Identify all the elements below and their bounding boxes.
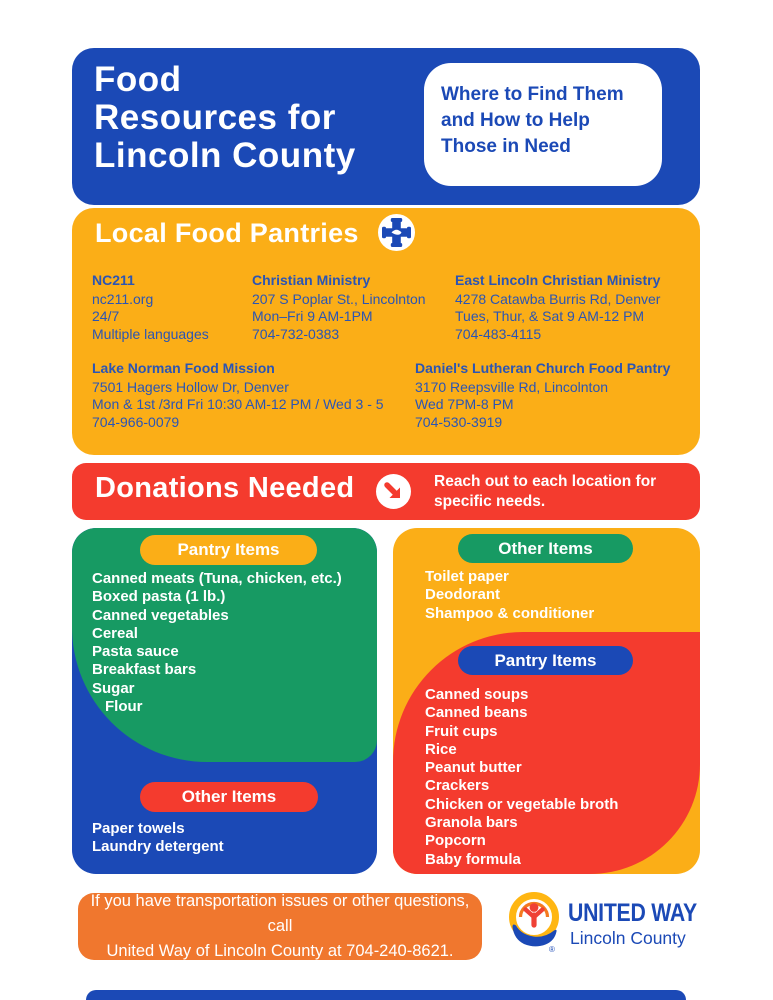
logo-title: UNITED WAY	[568, 899, 697, 927]
header-block: Food Resources for Lincoln County Where to…	[72, 48, 700, 205]
pantry-name: Daniel's Lutheran Church Food Pantry	[415, 360, 671, 376]
registered-mark: ®	[549, 945, 555, 954]
other-items-list: Paper towels Laundry detergent	[92, 820, 224, 857]
page-title: Food Resources for Lincoln County	[94, 61, 356, 175]
pantry-item: Canned vegetables	[92, 606, 229, 624]
donations-banner: Donations Needed Reach out to each locat…	[72, 463, 700, 520]
pantry-items-pill: Pantry Items	[458, 646, 633, 675]
pantry-detail: 3170 Reepsville Rd, Lincolnton	[415, 378, 609, 395]
pantry-items-list: Canned meats (Tuna, chicken, etc.) Boxed …	[92, 570, 342, 716]
section-title: Local Food Pantries	[95, 218, 359, 248]
pantry-detail: Wed 7PM-8 PM	[415, 396, 514, 412]
pantry-detail: Multiple languages	[92, 325, 209, 342]
donations-note: Reach out to each location for specific …	[434, 473, 657, 510]
pantry-card: NC211 nc211.org 24/7 Multiple languages	[92, 272, 209, 343]
pantry-item: Canned beans	[425, 704, 528, 722]
footer-note: If you have transportation issues or oth…	[78, 892, 482, 960]
other-item: Toilet paper	[425, 568, 509, 585]
footer-text-line: If you have transportation issues or oth…	[90, 892, 470, 935]
pantry-detail: 207 S Poplar St., Lincolnton	[252, 290, 426, 307]
other-item: Laundry detergent	[92, 838, 224, 856]
pantry-item: Breakfast bars	[92, 661, 197, 679]
page-title-line: Food	[94, 60, 182, 99]
pantry-item: Rice	[425, 740, 457, 758]
pantry-item: Canned meats (Tuna, chicken, etc.)	[92, 570, 342, 587]
right-donations-panel: Other Items Toilet paper Deodorant Shampoo…	[393, 528, 700, 874]
pantry-card: East Lincoln Christian Ministry 4278 Cat…	[455, 272, 660, 343]
pantry-item: Popcorn	[425, 832, 486, 850]
pantry-name: Lake Norman Food Mission	[92, 360, 275, 376]
pantry-detail: 7501 Hagers Hollow Dr, Denver	[92, 378, 289, 395]
footer-text-line: United Way of Lincoln County at 704-240-…	[106, 942, 454, 960]
pantry-item: Pasta sauce	[92, 643, 179, 661]
pantry-name: NC211	[92, 272, 135, 288]
helping-hands-cross-icon	[378, 214, 415, 251]
pantry-detail: 4278 Catawba Burris Rd, Denver	[455, 290, 661, 307]
other-items-pill: Other Items	[458, 534, 633, 563]
pantry-item: Sugar	[92, 679, 135, 697]
pantry-card: Daniel's Lutheran Church Food Pantry 317…	[415, 360, 670, 431]
other-items-list: Toilet paper Deodorant Shampoo & condition…	[425, 568, 594, 623]
pantry-items-pill: Pantry Items	[140, 535, 317, 565]
page-title-line: Lincoln County	[94, 136, 356, 175]
pantry-item: Chicken or vegetable broth	[425, 795, 619, 813]
pantry-detail: nc211.org	[92, 290, 154, 307]
pantry-card: Christian Ministry 207 S Poplar St., Lin…	[252, 272, 426, 343]
pantry-detail: Mon–Fri 9 AM-1PM	[252, 308, 373, 324]
other-item: Paper towels	[92, 820, 185, 837]
pantry-detail: 704-966-0079	[92, 413, 180, 430]
pantry-detail: 704-483-4115	[455, 325, 542, 342]
callout-text: Where to Find Them and How to Help Those…	[441, 84, 624, 157]
arrow-down-right-icon	[376, 474, 411, 509]
pantry-item: Baby formula	[425, 850, 521, 868]
logo-subtitle: Lincoln County	[570, 928, 686, 948]
pantry-item: Crackers	[425, 777, 490, 795]
pantry-detail: Tues, Thur, & Sat 9 AM-12 PM	[455, 308, 645, 324]
pantry-item: Canned soups	[425, 686, 529, 703]
pantry-detail: 704-732-0383	[252, 325, 340, 342]
pantry-items-list: Canned soups Canned beans Fruit cups Rice Pe…	[425, 686, 618, 869]
donations-title: Donations Needed	[95, 472, 355, 504]
other-item: Shampoo & conditioner	[425, 604, 595, 622]
pantry-detail: 24/7	[92, 308, 120, 324]
page-title-line: Resources for	[94, 98, 336, 137]
pantry-item: Boxed pasta (1 lb.)	[92, 588, 226, 606]
pantry-item: Peanut butter	[425, 759, 522, 777]
pantry-item: Flour	[105, 698, 143, 716]
pantry-detail: Mon & 1st /3rd Fri 10:30 AM-12 PM / Wed …	[92, 396, 384, 412]
green-curved-shape	[72, 528, 377, 762]
other-items-pill: Other Items	[140, 782, 318, 812]
bottom-page-strip	[86, 990, 686, 1000]
other-item: Deodorant	[425, 586, 500, 604]
pantry-card: Lake Norman Food Mission 7501 Hagers Hol…	[92, 360, 384, 431]
left-donations-panel: Pantry Items Canned meats (Tuna, chicken…	[72, 528, 377, 874]
pantry-item: Fruit cups	[425, 722, 498, 740]
callout-box: Where to Find Them and How to Help Those…	[424, 63, 662, 186]
united-way-logo-icon	[506, 890, 562, 957]
pantry-name: Christian Ministry	[252, 272, 371, 288]
pantry-item: Granola bars	[425, 814, 518, 832]
pantry-name: East Lincoln Christian Ministry	[455, 272, 661, 288]
pantry-detail: 704-530-3919	[415, 413, 503, 430]
pantry-item: Cereal	[92, 624, 138, 642]
section-local-food-pantries: Local Food Pantries NC211 nc211.org 24/7 M…	[72, 208, 700, 455]
